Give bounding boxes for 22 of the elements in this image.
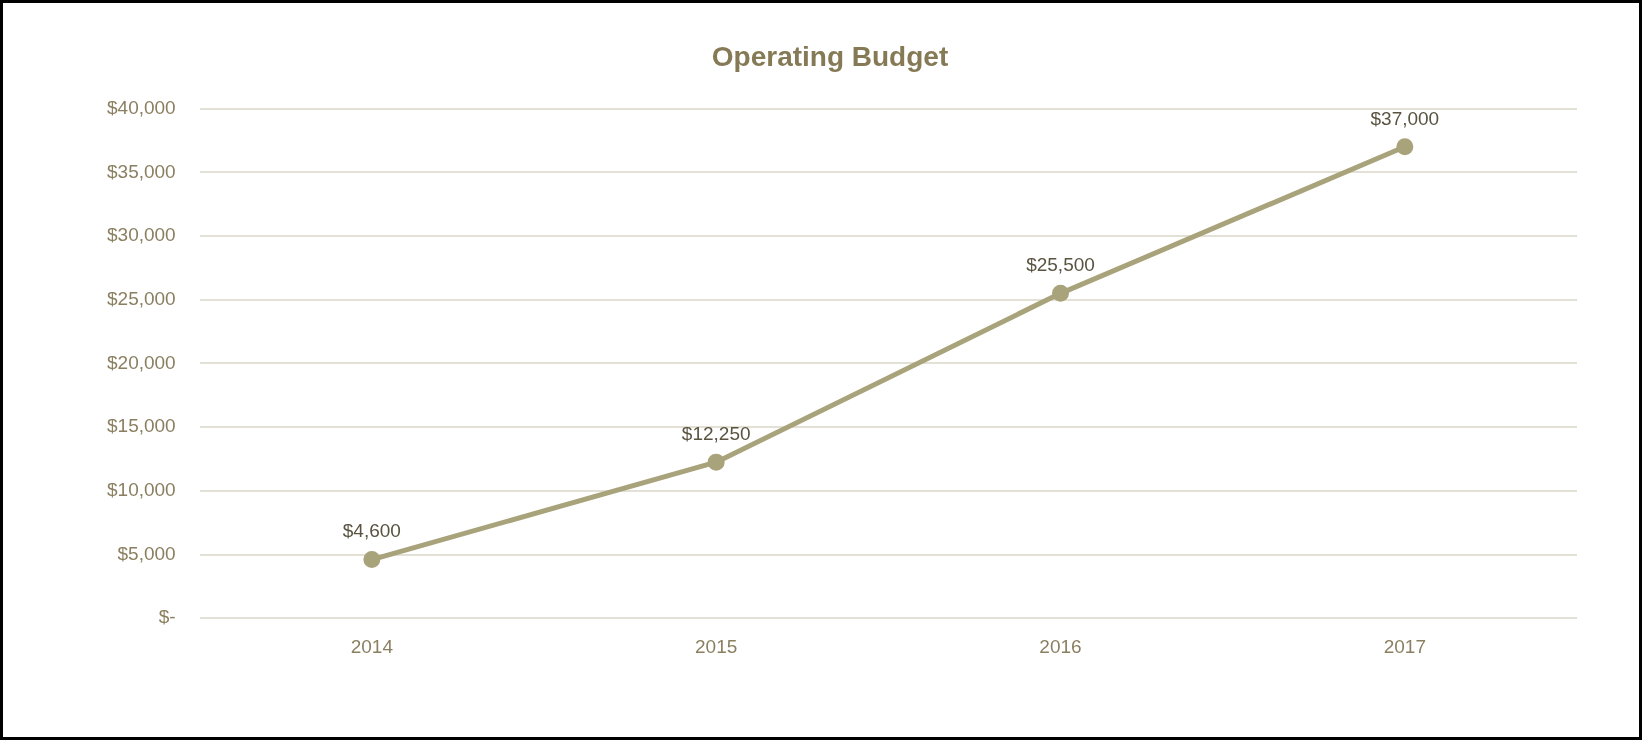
x-tick-label: 2017 — [1383, 635, 1426, 657]
point — [707, 453, 725, 471]
point — [363, 551, 381, 569]
x-tick-label: 2015 — [695, 635, 738, 657]
y-tick-label: $40,000 — [106, 96, 176, 118]
y-tick-label: $5,000 — [117, 542, 176, 564]
point — [1396, 138, 1414, 156]
y-tick-label: $25,000 — [106, 287, 176, 309]
chart-title: Operating Budget — [711, 40, 949, 72]
y-tick-label: $30,000 — [106, 224, 176, 246]
data-label: $12,250 — [681, 422, 751, 444]
y-tick-label: $10,000 — [106, 479, 176, 501]
y-tick-label: $15,000 — [106, 415, 176, 437]
y-tick-label: $20,000 — [106, 351, 176, 373]
x-tick-label: 2016 — [1039, 635, 1082, 657]
x-tick-label: 2014 — [350, 635, 394, 657]
data-label: $4,600 — [342, 520, 401, 542]
y-tick-label: $- — [158, 606, 176, 628]
y-tick-label: $35,000 — [106, 160, 176, 182]
data-label: $37,000 — [1370, 107, 1440, 129]
data-label: $25,500 — [1026, 254, 1095, 276]
point — [1052, 284, 1070, 302]
